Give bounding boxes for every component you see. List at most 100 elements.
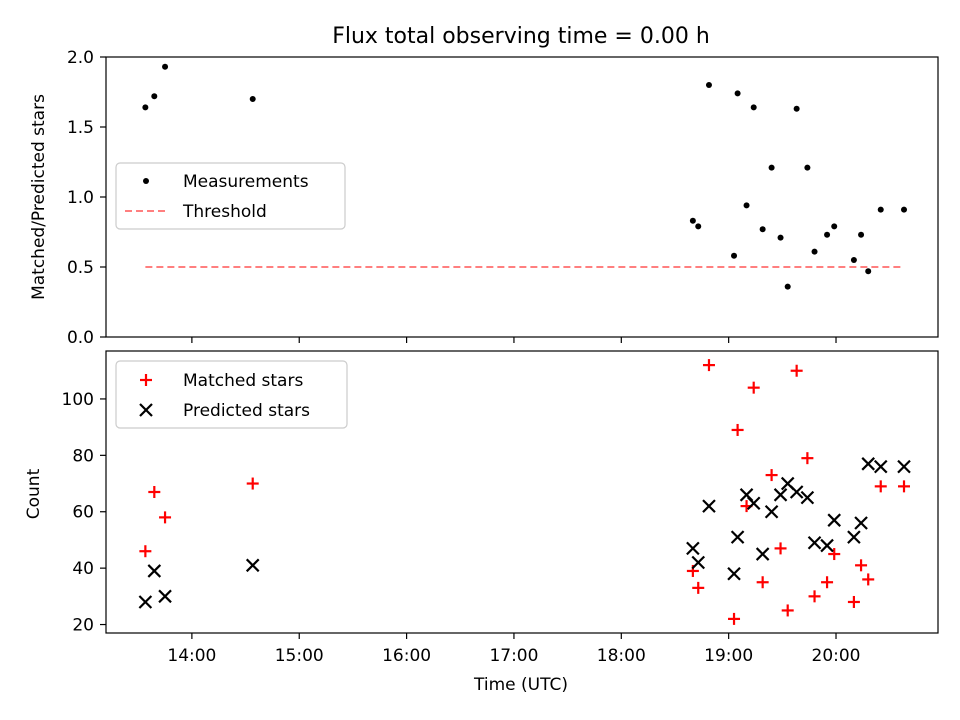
top-y-tick-label: 1.0	[67, 188, 94, 208]
x-tick-label: 19:00	[704, 646, 753, 666]
ratio-panel: Flux total observing time = 0.00 h Match…	[29, 24, 939, 348]
top-axis-ticks: 0.0 0.5 1.0 1.5 2.0	[67, 48, 837, 348]
bottom-y-tick-label: 60	[72, 503, 94, 523]
predicted-star-point	[897, 459, 911, 474]
matched-star-point	[731, 423, 744, 436]
bottom-y-tick-label: 20	[72, 616, 94, 636]
matched-star-point	[774, 542, 787, 555]
x-tick-label: 14:00	[167, 646, 216, 666]
measurement-point	[865, 268, 872, 275]
measurement-point	[858, 231, 865, 238]
predicted-star-point	[764, 504, 779, 519]
predicted-star-point	[773, 488, 788, 502]
bottom-y-tick-label: 80	[72, 446, 94, 466]
matched-star-point	[801, 452, 814, 465]
top-plot-frame	[105, 56, 939, 338]
predicted-star-point	[873, 459, 888, 474]
measurement-point	[901, 206, 908, 213]
measurement-point	[750, 104, 757, 111]
predicted-star-point	[245, 558, 260, 573]
bottom-y-tick-label: 100	[62, 390, 94, 410]
bottom-axis-ticks: 20 40 60 80 100 14:00 15:00 16:00 17:00 18:00 19:0…	[62, 390, 861, 666]
measurement-point	[705, 82, 712, 88]
measurement-point	[850, 257, 857, 263]
threshold-legend-label: Threshold	[182, 202, 267, 222]
matched-star-point	[808, 590, 821, 603]
top-y-tick-label: 0.0	[67, 328, 94, 348]
matched-star-point	[847, 595, 860, 608]
predicted-star-point	[789, 485, 804, 499]
measurement-point	[142, 104, 149, 111]
predicted-star-point	[827, 513, 842, 527]
matched-star-point	[747, 381, 760, 394]
measurements-legend-marker	[143, 178, 149, 184]
bottom-y-tick-label: 40	[72, 559, 94, 579]
measurement-point	[804, 164, 811, 171]
bottom-plot-frame	[105, 350, 939, 634]
x-tick-label: 20:00	[812, 646, 861, 666]
bottom-legend-box	[115, 360, 348, 429]
x-axis-label: Time (UTC)	[473, 675, 568, 695]
measurement-point	[777, 234, 784, 241]
measurement-point	[734, 90, 741, 97]
count-panel: Count Time (UTC) 20 40 60 80 100 14:00 15:00 16…	[24, 350, 939, 695]
top-plot-marks	[142, 63, 908, 290]
matched-star-point	[702, 359, 715, 372]
predicted-star-point	[730, 530, 745, 544]
predicted-star-point	[807, 535, 822, 550]
predicted-star-point	[147, 564, 162, 578]
measurement-point	[731, 252, 738, 259]
chart-title: Flux total observing time = 0.00 h	[332, 24, 710, 49]
top-y-tick-label: 1.5	[67, 118, 94, 138]
predicted-star-point	[854, 516, 868, 530]
matched-star-point	[781, 604, 794, 617]
top-y-tick-label: 0.5	[67, 258, 94, 278]
x-tick-label: 17:00	[489, 646, 538, 666]
matched-legend-marker	[140, 374, 152, 386]
predicted-star-point	[691, 555, 706, 570]
matched-star-point	[790, 364, 803, 377]
matched-star-point	[728, 612, 741, 625]
x-tick-label: 16:00	[382, 646, 431, 666]
measurement-point	[759, 226, 766, 233]
measurement-point	[811, 248, 818, 255]
top-legend: Measurements Threshold	[115, 162, 346, 230]
measurement-point	[743, 202, 750, 209]
predicted-star-point	[702, 499, 716, 513]
matched-star-point	[139, 545, 152, 558]
measurement-point	[151, 93, 158, 100]
matched-star-point	[828, 548, 841, 561]
matched-star-point	[898, 480, 911, 493]
matched-star-point	[148, 486, 161, 498]
x-tick-label: 15:00	[275, 646, 324, 666]
predicted-star-point	[158, 589, 172, 604]
measurement-point	[831, 223, 838, 230]
bottom-legend: Matched stars Predicted stars	[115, 360, 348, 429]
top-legend-box	[115, 162, 346, 230]
matched-star-point	[246, 477, 259, 490]
matched-star-point	[874, 480, 887, 493]
matched-star-point	[821, 576, 834, 589]
predicted-star-point	[686, 541, 700, 556]
predicted-star-point	[727, 567, 741, 581]
predicted-star-point	[138, 595, 153, 609]
predicted-star-point	[820, 538, 834, 553]
measurements-legend-label: Measurements	[183, 172, 309, 192]
measurement-point	[695, 223, 702, 230]
bottom-plot-marks	[138, 359, 911, 625]
matched-star-point	[756, 576, 769, 589]
predicted-star-point	[861, 457, 875, 471]
top-y-tick-label: 2.0	[67, 48, 94, 68]
measurement-point	[689, 217, 696, 224]
measurement-point	[768, 164, 775, 171]
bottom-y-axis-label: Count	[24, 468, 44, 519]
top-y-axis-label: Matched/Predicted stars	[29, 94, 49, 300]
measurement-point	[162, 63, 169, 70]
predicted-star-point	[800, 490, 815, 505]
measurement-point	[249, 96, 256, 102]
measurement-point	[824, 231, 831, 238]
predicted-star-point	[847, 530, 861, 544]
measurement-point	[877, 206, 884, 213]
matched-star-point	[862, 573, 875, 586]
